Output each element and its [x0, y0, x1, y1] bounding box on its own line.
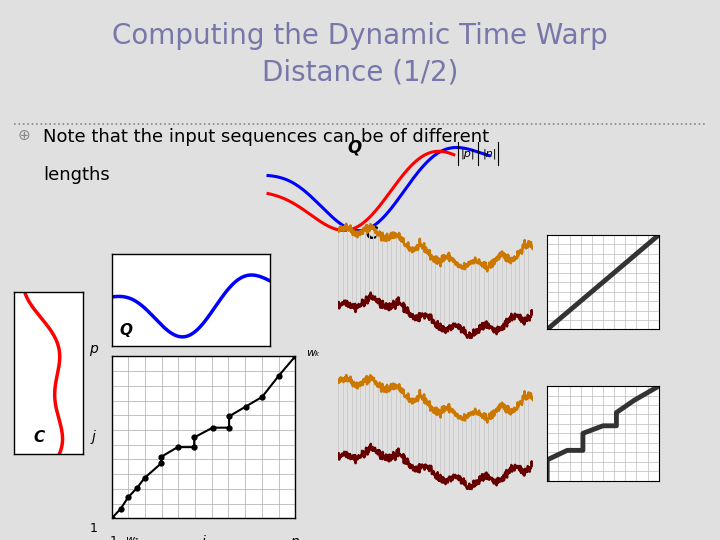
Text: i: i: [202, 535, 205, 540]
Text: w₁: w₁: [125, 535, 139, 540]
Text: C: C: [365, 225, 377, 243]
Text: p: p: [89, 342, 98, 356]
Text: lengths: lengths: [43, 166, 110, 184]
Text: Q: Q: [120, 322, 132, 338]
Text: C: C: [34, 430, 45, 445]
Text: 1: 1: [89, 522, 97, 535]
Text: n: n: [291, 535, 300, 540]
Text: j: j: [91, 430, 95, 444]
Text: |p|: |p|: [460, 148, 475, 159]
Text: Computing the Dynamic Time Warp
Distance (1/2): Computing the Dynamic Time Warp Distance…: [112, 22, 608, 86]
Text: ⊕: ⊕: [18, 128, 31, 143]
Text: |n|: |n|: [482, 148, 497, 159]
Text: Q: Q: [348, 138, 361, 156]
Text: wₖ: wₖ: [306, 348, 320, 358]
Text: 1: 1: [109, 535, 117, 540]
Text: Note that the input sequences can be of different: Note that the input sequences can be of …: [43, 128, 490, 146]
